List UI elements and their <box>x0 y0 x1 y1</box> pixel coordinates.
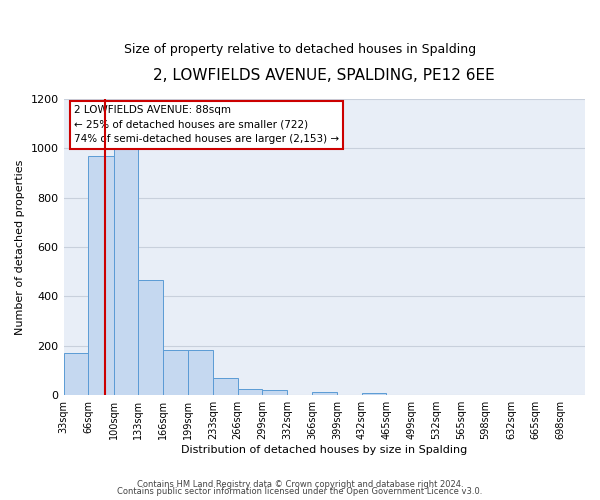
Text: Contains HM Land Registry data © Crown copyright and database right 2024.: Contains HM Land Registry data © Crown c… <box>137 480 463 489</box>
Bar <box>213 378 238 395</box>
Y-axis label: Number of detached properties: Number of detached properties <box>15 160 25 335</box>
Text: Size of property relative to detached houses in Spalding: Size of property relative to detached ho… <box>124 42 476 56</box>
X-axis label: Distribution of detached houses by size in Spalding: Distribution of detached houses by size … <box>181 445 467 455</box>
Bar <box>238 389 262 395</box>
Bar <box>138 280 163 395</box>
Text: Contains public sector information licensed under the Open Government Licence v3: Contains public sector information licen… <box>118 487 482 496</box>
Bar <box>188 350 213 395</box>
Text: 2 LOWFIELDS AVENUE: 88sqm
← 25% of detached houses are smaller (722)
74% of semi: 2 LOWFIELDS AVENUE: 88sqm ← 25% of detac… <box>74 105 339 144</box>
Bar <box>88 156 113 395</box>
Bar <box>64 353 88 395</box>
Title: 2, LOWFIELDS AVENUE, SPALDING, PE12 6EE: 2, LOWFIELDS AVENUE, SPALDING, PE12 6EE <box>154 68 495 82</box>
Bar <box>362 392 386 395</box>
Bar <box>113 148 138 395</box>
Bar <box>313 392 337 395</box>
Bar <box>163 350 188 395</box>
Bar <box>262 390 287 395</box>
